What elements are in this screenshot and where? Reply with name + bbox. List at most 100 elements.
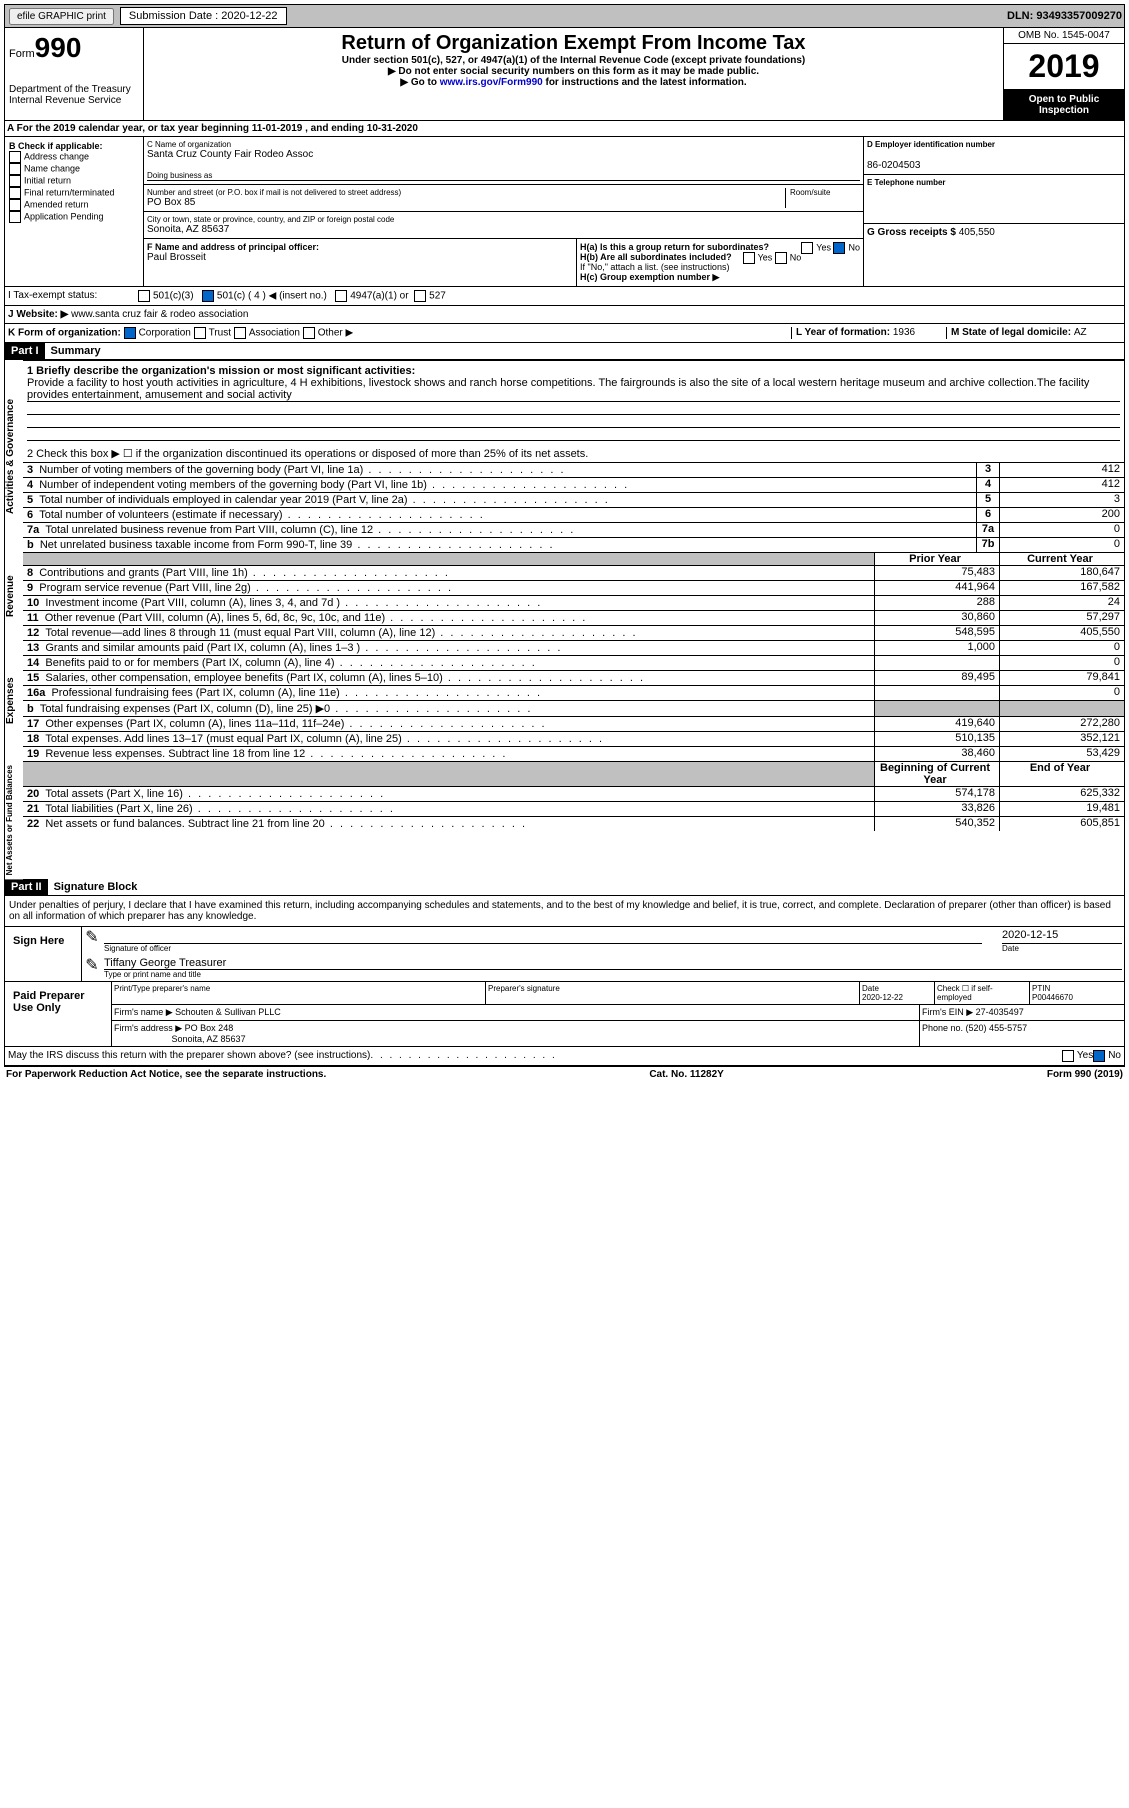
phone-cell: E Telephone number — [864, 175, 1124, 224]
irs-link[interactable]: www.irs.gov/Form990 — [440, 77, 543, 88]
label-501c: 501(c) ( 4 ) ◀ (insert no.) — [217, 291, 327, 302]
row-20: 20 Total assets (Part X, line 16) 574,17… — [23, 786, 1124, 801]
col-b-checks: B Check if applicable: Address change Na… — [5, 137, 144, 286]
row-17: 17 Other expenses (Part IX, column (A), … — [23, 716, 1124, 731]
org-name-label: C Name of organization — [147, 140, 860, 149]
hb-no[interactable] — [775, 252, 787, 264]
check-501c[interactable] — [202, 290, 214, 302]
part1-title: Summary — [51, 345, 101, 357]
label-trust: Trust — [209, 328, 231, 339]
firm-city: Sonoita, AZ 85637 — [172, 1034, 246, 1044]
label-initial-return: Initial return — [24, 175, 71, 185]
check-4947[interactable] — [335, 290, 347, 302]
hdr-curr: Current Year — [999, 553, 1124, 565]
header-left: Form990 Department of the Treasury Inter… — [5, 28, 144, 120]
header-right: OMB No. 1545-0047 2019 Open to Public In… — [1004, 28, 1124, 120]
side-label-exp: Expenses — [5, 640, 23, 761]
row-b: b Total fundraising expenses (Part IX, c… — [23, 700, 1124, 716]
col-b-header: B Check if applicable: — [9, 141, 103, 151]
hb-yes[interactable] — [743, 252, 755, 264]
officer-label: F Name and address of principal officer: — [147, 242, 319, 252]
h-section: H(a) Is this a group return for subordin… — [576, 239, 863, 286]
discuss-row: May the IRS discuss this return with the… — [4, 1047, 1125, 1067]
check-pending[interactable] — [9, 211, 21, 223]
row-19: 19 Revenue less expenses. Subtract line … — [23, 746, 1124, 761]
row-8: 8 Contributions and grants (Part VIII, l… — [23, 565, 1124, 580]
main-info-block: B Check if applicable: Address change Na… — [4, 137, 1125, 287]
note2-pre: ▶ Go to — [400, 77, 439, 88]
row-22: 22 Net assets or fund balances. Subtract… — [23, 816, 1124, 831]
row-14: 14 Benefits paid to or for members (Part… — [23, 655, 1124, 670]
check-501c3[interactable] — [138, 290, 150, 302]
row-16a: 16a Professional fundraising fees (Part … — [23, 685, 1124, 700]
city-value: Sonoita, AZ 85637 — [147, 224, 860, 235]
tax-exempt-label: I Tax-exempt status: — [8, 290, 97, 301]
gov-section: Activities & Governance 1 Briefly descri… — [4, 360, 1125, 552]
mission-label: 1 Briefly describe the organization's mi… — [27, 365, 415, 377]
footer: For Paperwork Reduction Act Notice, see … — [4, 1067, 1125, 1082]
gross-value: 405,550 — [959, 227, 995, 238]
gov-row-4: 4 Number of independent voting members o… — [23, 477, 1124, 492]
net-section: Net Assets or Fund Balances Beginning of… — [4, 761, 1125, 879]
domicile-label: M State of legal domicile: — [951, 327, 1074, 338]
row-12: 12 Total revenue—add lines 8 through 11 … — [23, 625, 1124, 640]
firm-addr-label: Firm's address ▶ — [114, 1023, 182, 1033]
discuss-no[interactable] — [1093, 1050, 1105, 1062]
ha-yes-label: Yes — [816, 242, 831, 252]
check-amended[interactable] — [9, 199, 21, 211]
label-amended: Amended return — [24, 199, 89, 209]
hdr-begin: Beginning of Current Year — [874, 762, 999, 786]
check-address-change[interactable] — [9, 151, 21, 163]
row-k: K Form of organization: Corporation Trus… — [4, 324, 1125, 343]
street-label: Number and street (or P.O. box if mail i… — [147, 188, 785, 197]
h-note: If "No," attach a list. (see instruction… — [580, 262, 860, 272]
ein-value: 86-0204503 — [867, 160, 1121, 171]
org-name: Santa Cruz County Fair Rodeo Assoc — [147, 149, 860, 160]
check-corp[interactable] — [124, 327, 136, 339]
check-final-return[interactable] — [9, 187, 21, 199]
self-employed: Check ☐ if self-employed — [934, 982, 1029, 1004]
part1-tag: Part I — [5, 343, 45, 359]
org-name-cell: C Name of organization Santa Cruz County… — [144, 137, 863, 185]
footer-right: Form 990 (2019) — [1047, 1069, 1123, 1080]
note-link: ▶ Go to www.irs.gov/Form990 for instruct… — [148, 77, 999, 88]
part2-tag: Part II — [5, 879, 48, 895]
check-other[interactable] — [303, 327, 315, 339]
check-name-change[interactable] — [9, 163, 21, 175]
phone-label: E Telephone number — [867, 178, 946, 187]
side-label-rev: Revenue — [5, 552, 23, 640]
label-corp: Corporation — [139, 328, 191, 339]
footer-left: For Paperwork Reduction Act Notice, see … — [6, 1069, 326, 1080]
label-assoc: Association — [249, 328, 300, 339]
sig-name: Tiffany George Treasurer — [104, 957, 1122, 970]
efile-print-button[interactable]: efile GRAPHIC print — [9, 8, 114, 25]
label-other: Other ▶ — [318, 328, 353, 339]
label-name-change: Name change — [24, 163, 80, 173]
firm-ein: 27-4035497 — [976, 1007, 1024, 1017]
sign-here-block: Sign Here ✎ Signature of officer 2020-12… — [4, 927, 1125, 982]
declaration-text: Under penalties of perjury, I declare th… — [4, 896, 1125, 927]
check-assoc[interactable] — [234, 327, 246, 339]
part1-header: Part I Summary — [4, 343, 1125, 360]
ha-no[interactable] — [833, 242, 845, 254]
street-value: PO Box 85 — [147, 197, 785, 208]
row-j: J Website: ▶ www.santa cruz fair & rodeo… — [4, 306, 1125, 324]
officer-cell: F Name and address of principal officer:… — [144, 239, 576, 286]
hb-no-label: No — [790, 252, 802, 262]
top-bar: efile GRAPHIC print Submission Date : 20… — [4, 4, 1125, 28]
prep-date-label: Date — [862, 984, 879, 993]
submission-date: Submission Date : 2020-12-22 — [120, 7, 287, 25]
discuss-yes[interactable] — [1062, 1050, 1074, 1062]
check-trust[interactable] — [194, 327, 206, 339]
officer-name: Paul Brosseit — [147, 252, 573, 263]
col-d: D Employer identification number 86-0204… — [863, 137, 1124, 286]
row-i: I Tax-exempt status: 501(c)(3) 501(c) ( … — [4, 287, 1125, 306]
print-label: Print/Type preparer's name — [112, 982, 485, 1004]
inspection-notice: Open to Public Inspection — [1004, 90, 1124, 120]
check-initial-return[interactable] — [9, 175, 21, 187]
form-word: Form — [9, 48, 35, 60]
ha-yes[interactable] — [801, 242, 813, 254]
row-18: 18 Total expenses. Add lines 13–17 (must… — [23, 731, 1124, 746]
row-13: 13 Grants and similar amounts paid (Part… — [23, 640, 1124, 655]
check-527[interactable] — [414, 290, 426, 302]
